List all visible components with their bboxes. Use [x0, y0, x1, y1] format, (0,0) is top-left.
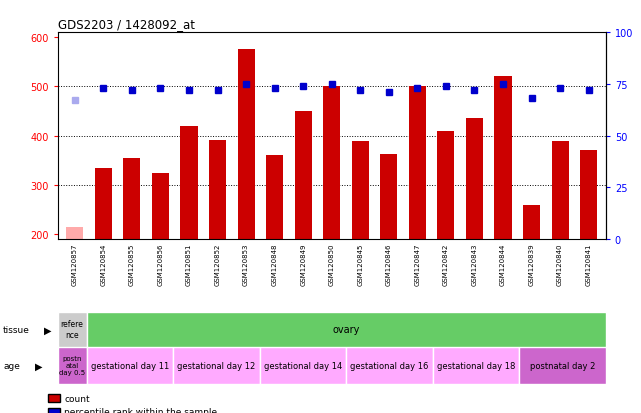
- Text: postnatal day 2: postnatal day 2: [530, 361, 595, 370]
- Text: GSM120851: GSM120851: [186, 243, 192, 285]
- Text: gestational day 14: gestational day 14: [263, 361, 342, 370]
- Text: GSM120850: GSM120850: [329, 243, 335, 285]
- Text: ▶: ▶: [35, 361, 43, 370]
- Text: GSM120844: GSM120844: [500, 243, 506, 285]
- Text: ▶: ▶: [44, 325, 51, 335]
- Bar: [58, 312, 87, 347]
- Text: gestational day 18: gestational day 18: [437, 361, 515, 370]
- Bar: [494, 77, 512, 240]
- Text: GSM120846: GSM120846: [386, 243, 392, 285]
- Text: GSM120857: GSM120857: [72, 243, 78, 285]
- Bar: [466, 119, 483, 240]
- Bar: [58, 347, 87, 384]
- Bar: [409, 87, 426, 240]
- Bar: [352, 141, 369, 240]
- Bar: [266, 156, 283, 240]
- Text: refere
nce: refere nce: [61, 320, 83, 339]
- Bar: [580, 151, 597, 240]
- Bar: [152, 173, 169, 240]
- Text: GSM120854: GSM120854: [101, 243, 106, 285]
- Text: GSM120845: GSM120845: [357, 243, 363, 285]
- Bar: [173, 347, 260, 384]
- Bar: [551, 141, 569, 240]
- Text: GSM120843: GSM120843: [471, 243, 478, 285]
- Text: ovary: ovary: [333, 324, 360, 335]
- Text: count: count: [64, 394, 90, 403]
- Bar: [180, 126, 197, 240]
- Text: GSM120853: GSM120853: [243, 243, 249, 285]
- Bar: [346, 347, 433, 384]
- Text: gestational day 12: gestational day 12: [177, 361, 256, 370]
- Text: GDS2203 / 1428092_at: GDS2203 / 1428092_at: [58, 17, 195, 31]
- Bar: [238, 50, 254, 240]
- Text: GSM120856: GSM120856: [158, 243, 163, 285]
- Text: GSM120842: GSM120842: [443, 243, 449, 285]
- Bar: [209, 140, 226, 240]
- Bar: [380, 154, 397, 240]
- Text: GSM120855: GSM120855: [129, 243, 135, 285]
- Bar: [437, 131, 454, 240]
- Bar: [433, 347, 519, 384]
- Text: GSM120840: GSM120840: [557, 243, 563, 285]
- Text: GSM120849: GSM120849: [300, 243, 306, 285]
- Bar: [123, 159, 140, 240]
- Bar: [295, 112, 312, 240]
- Text: gestational day 16: gestational day 16: [350, 361, 429, 370]
- Bar: [66, 227, 83, 240]
- Bar: [87, 347, 173, 384]
- Text: GSM120839: GSM120839: [529, 243, 535, 286]
- Bar: [260, 347, 346, 384]
- Text: GSM120841: GSM120841: [586, 243, 592, 285]
- Bar: [519, 347, 606, 384]
- Text: gestational day 11: gestational day 11: [90, 361, 169, 370]
- Bar: [523, 205, 540, 240]
- Text: GSM120847: GSM120847: [414, 243, 420, 285]
- Text: percentile rank within the sample: percentile rank within the sample: [64, 407, 217, 413]
- Text: postn
atal
day 0.5: postn atal day 0.5: [59, 356, 85, 375]
- Bar: [95, 168, 112, 240]
- Text: tissue: tissue: [3, 325, 30, 334]
- Text: GSM120848: GSM120848: [272, 243, 278, 285]
- Text: GSM120852: GSM120852: [215, 243, 221, 285]
- Text: age: age: [3, 361, 20, 370]
- Bar: [323, 87, 340, 240]
